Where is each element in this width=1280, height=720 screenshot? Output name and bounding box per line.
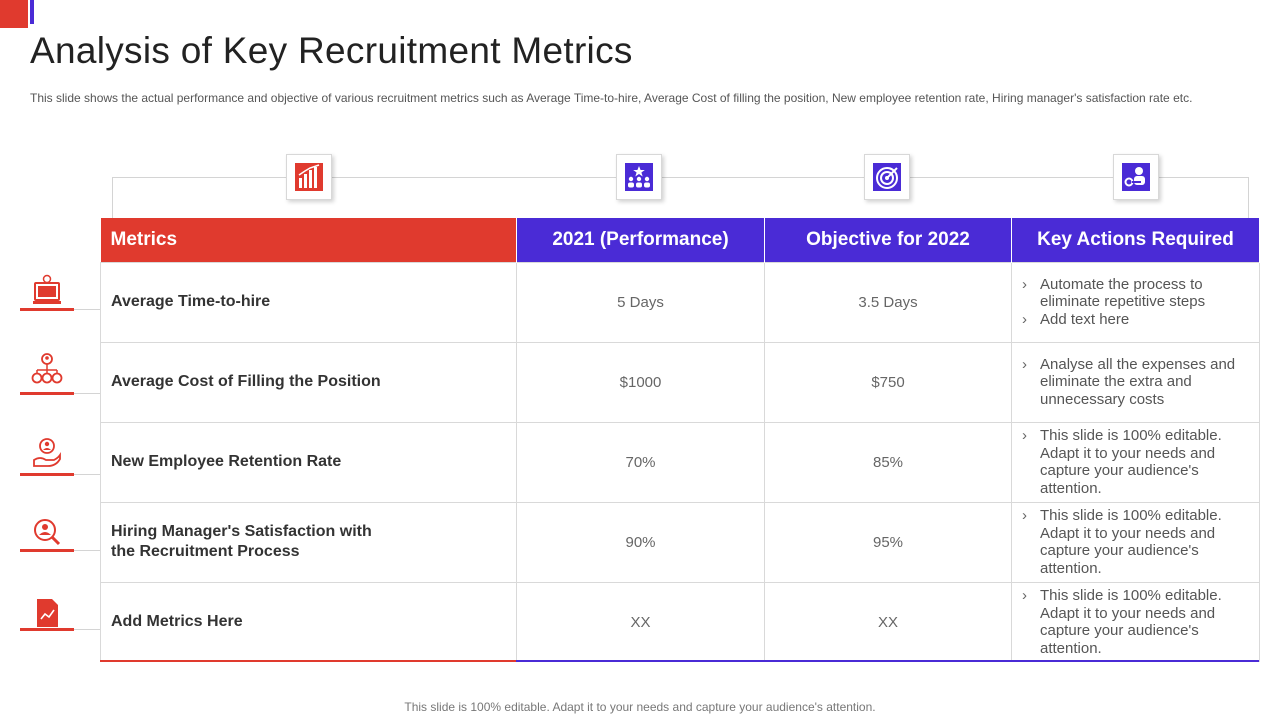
table-bottom-border-red <box>100 660 516 662</box>
person-search-icon <box>22 516 72 556</box>
chevron-right-icon: › <box>1022 355 1027 373</box>
chevron-right-icon: › <box>1022 427 1027 444</box>
header-connector-left <box>112 177 113 219</box>
performance-value: XX <box>516 581 765 662</box>
table-row: Average Time-to-hire 5 Days 3.5 Days › Au… <box>100 261 1260 343</box>
target-icon <box>864 154 910 200</box>
header-objective: Objective for 2022 <box>764 218 1012 262</box>
corner-accent-red <box>0 0 28 28</box>
chevron-right-icon: › <box>1022 275 1027 293</box>
metric-name: Average Cost of Filling the Position <box>100 341 517 423</box>
metrics-table: Metrics 2021 (Performance) Objective for… <box>100 218 1260 662</box>
row-connector <box>74 474 100 475</box>
header-performance: 2021 (Performance) <box>516 218 765 262</box>
header-metrics: Metrics <box>100 218 517 262</box>
actions-cell: › This slide is 100% editable. Adapt it t… <box>1011 581 1260 662</box>
slide-footer: This slide is 100% editable. Adapt it to… <box>404 700 876 714</box>
chevron-right-icon: › <box>1022 310 1027 328</box>
hierarchy-icon <box>22 352 72 392</box>
table-row: New Employee Retention Rate 70% 85% › Thi… <box>100 421 1260 503</box>
chevron-right-icon: › <box>1022 507 1027 524</box>
key-person-icon <box>1113 154 1159 200</box>
performance-value: 90% <box>516 501 765 583</box>
action-bullet: › Automate the process to eliminate repet… <box>1022 276 1251 311</box>
metric-name: Average Time-to-hire <box>100 261 517 343</box>
objective-value: 95% <box>764 501 1012 583</box>
performance-value: 70% <box>516 421 765 503</box>
action-bullet: › Analyse all the expenses and eliminate … <box>1022 356 1251 409</box>
row-connector <box>74 629 100 630</box>
row-marker-bar <box>20 308 74 311</box>
action-bullet: › This slide is 100% editable. Adapt it t… <box>1022 427 1251 497</box>
table-row: Add Metrics Here XX XX › This slide is 10… <box>100 581 1260 662</box>
action-text: This slide is 100% editable. Adapt it to… <box>1040 507 1222 577</box>
actions-cell: › This slide is 100% editable. Adapt it t… <box>1011 421 1260 503</box>
actions-cell: › Automate the process to eliminate repet… <box>1011 261 1260 343</box>
metric-name: Add Metrics Here <box>100 581 517 662</box>
hand-person-icon <box>22 436 72 476</box>
metric-name: New Employee Retention Rate <box>100 421 517 503</box>
header-connector-right <box>1248 177 1249 219</box>
table-row: Average Cost of Filling the Position $10… <box>100 341 1260 423</box>
action-text: This slide is 100% editable. Adapt it to… <box>1040 427 1222 497</box>
action-text: This slide is 100% editable. Adapt it to… <box>1040 587 1222 657</box>
row-marker-bar <box>20 628 74 631</box>
document-chart-icon <box>22 596 72 636</box>
action-text: Automate the process to eliminate repeti… <box>1040 275 1206 311</box>
actions-cell: › Analyse all the expenses and eliminate … <box>1011 341 1260 423</box>
computer-clock-icon <box>22 274 72 314</box>
header-connector-line <box>112 177 1249 178</box>
row-marker-bar <box>20 392 74 395</box>
objective-value: $750 <box>764 341 1012 423</box>
objective-value: 85% <box>764 421 1012 503</box>
row-marker-bar <box>20 549 74 552</box>
bar-chart-icon <box>286 154 332 200</box>
header-actions: Key Actions Required <box>1011 218 1260 262</box>
performance-value: 5 Days <box>516 261 765 343</box>
metric-name-text: Hiring Manager's Satisfaction with the R… <box>111 523 372 560</box>
table-bottom-border-blue <box>516 660 1259 662</box>
action-bullet: › This slide is 100% editable. Adapt it t… <box>1022 587 1251 657</box>
team-star-icon <box>616 154 662 200</box>
actions-cell: › This slide is 100% editable. Adapt it t… <box>1011 501 1260 583</box>
slide-subtitle: This slide shows the actual performance … <box>30 91 1193 105</box>
row-connector <box>74 393 100 394</box>
metric-name: Hiring Manager's Satisfaction with the R… <box>100 501 517 583</box>
table-row: Hiring Manager's Satisfaction with the R… <box>100 501 1260 583</box>
action-text: Add text here <box>1040 310 1130 328</box>
slide-title: Analysis of Key Recruitment Metrics <box>30 30 633 71</box>
performance-value: $1000 <box>516 341 765 423</box>
objective-value: 3.5 Days <box>764 261 1012 343</box>
corner-accent-blue <box>30 0 34 24</box>
row-marker-bar <box>20 473 74 476</box>
action-bullet: › Add text here <box>1022 311 1251 329</box>
action-text: Analyse all the expenses and eliminate t… <box>1040 355 1236 408</box>
row-connector <box>74 309 100 310</box>
objective-value: XX <box>764 581 1012 662</box>
chevron-right-icon: › <box>1022 587 1027 605</box>
table-header-row: Metrics 2021 (Performance) Objective for… <box>100 218 1260 262</box>
action-bullet: › This slide is 100% editable. Adapt it t… <box>1022 507 1251 577</box>
row-connector <box>74 550 100 551</box>
